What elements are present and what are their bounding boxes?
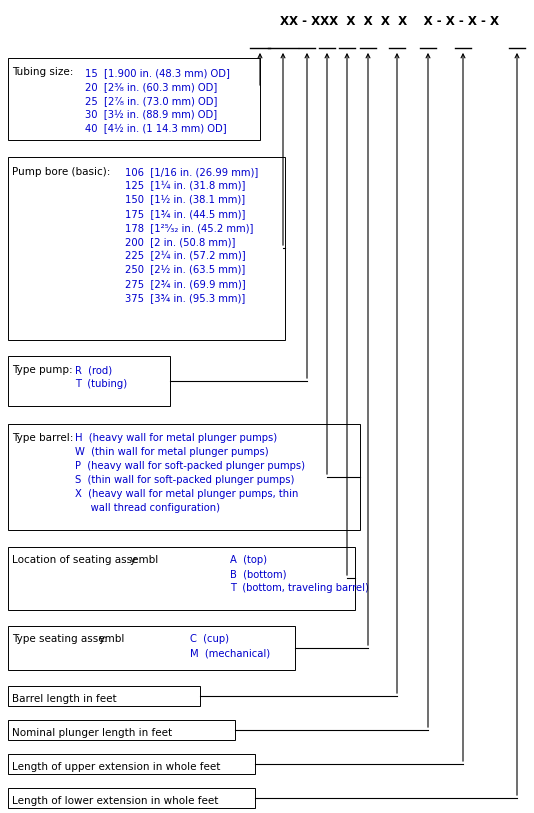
Text: X  (heavy wall for metal plunger pumps, thin: X (heavy wall for metal plunger pumps, t… (75, 489, 299, 499)
Text: Tubing size:: Tubing size: (12, 67, 73, 77)
Text: 15  [1.900 in. (48.3 mm) OD]: 15 [1.900 in. (48.3 mm) OD] (85, 68, 230, 78)
Text: C  (cup): C (cup) (190, 634, 229, 644)
Text: Type seating assembl: Type seating assembl (12, 634, 124, 644)
Text: 200  [2 in. (50.8 mm)]: 200 [2 in. (50.8 mm)] (125, 237, 235, 247)
Text: T  (tubing): T (tubing) (75, 379, 127, 389)
Bar (8, 686, 200, 706)
Text: y:: y: (129, 555, 138, 565)
Text: Barrel length in feet: Barrel length in feet (12, 694, 116, 704)
Text: 40  [4½ in. (1 14.3 mm) OD]: 40 [4½ in. (1 14.3 mm) OD] (85, 124, 226, 134)
Text: 25  [2⁷⁄₈ in. (73.0 mm) OD]: 25 [2⁷⁄₈ in. (73.0 mm) OD] (85, 96, 217, 106)
Text: A  (top): A (top) (230, 555, 267, 565)
Bar (8, 58, 260, 140)
Text: Length of lower extension in whole feet: Length of lower extension in whole feet (12, 796, 218, 806)
Text: M  (mechanical): M (mechanical) (190, 648, 270, 658)
Text: XX - XXX  X  X  X  X    X - X - X - X: XX - XXX X X X X X - X - X - X (280, 15, 499, 28)
Bar (8, 547, 355, 610)
Text: Location of seating assembl: Location of seating assembl (12, 555, 158, 565)
Text: 178  [1²⁵⁄₃₂ in. (45.2 mm)]: 178 [1²⁵⁄₃₂ in. (45.2 mm)] (125, 223, 253, 233)
Text: y:: y: (99, 634, 108, 644)
Text: W  (thin wall for metal plunger pumps): W (thin wall for metal plunger pumps) (75, 447, 269, 457)
Text: Length of upper extension in whole feet: Length of upper extension in whole feet (12, 762, 221, 772)
Bar (8, 424, 360, 530)
Text: 250  [2½ in. (63.5 mm)]: 250 [2½ in. (63.5 mm)] (125, 265, 245, 275)
Bar (8, 754, 255, 774)
Text: P  (heavy wall for soft-packed plunger pumps): P (heavy wall for soft-packed plunger pu… (75, 461, 305, 471)
Bar (8, 157, 285, 340)
Text: 375  [3¾ in. (95.3 mm)]: 375 [3¾ in. (95.3 mm)] (125, 293, 245, 303)
Text: Type pump:: Type pump: (12, 365, 73, 375)
Text: 30  [3½ in. (88.9 mm) OD]: 30 [3½ in. (88.9 mm) OD] (85, 110, 217, 120)
Text: Type barrel:: Type barrel: (12, 433, 73, 443)
Text: H  (heavy wall for metal plunger pumps): H (heavy wall for metal plunger pumps) (75, 433, 277, 443)
Text: 275  [2¾ in. (69.9 mm)]: 275 [2¾ in. (69.9 mm)] (125, 279, 246, 289)
Bar (8, 788, 255, 808)
Text: 20  [2³⁄₈ in. (60.3 mm) OD]: 20 [2³⁄₈ in. (60.3 mm) OD] (85, 82, 217, 92)
Text: Nominal plunger length in feet: Nominal plunger length in feet (12, 728, 172, 738)
Text: 225  [2¼ in. (57.2 mm)]: 225 [2¼ in. (57.2 mm)] (125, 251, 246, 261)
Text: 175  [1¾ in. (44.5 mm)]: 175 [1¾ in. (44.5 mm)] (125, 209, 246, 219)
Text: 150  [1½ in. (38.1 mm)]: 150 [1½ in. (38.1 mm)] (125, 195, 245, 205)
Text: 106  [1/16 in. (26.99 mm)]: 106 [1/16 in. (26.99 mm)] (125, 167, 258, 177)
Text: Pump bore (basic):: Pump bore (basic): (12, 167, 111, 177)
Text: R  (rod): R (rod) (75, 365, 112, 375)
Text: wall thread configuration): wall thread configuration) (75, 503, 220, 513)
Bar (8, 626, 295, 670)
Text: B  (bottom): B (bottom) (230, 569, 287, 579)
Text: 125  [1¼ in. (31.8 mm)]: 125 [1¼ in. (31.8 mm)] (125, 181, 246, 191)
Bar (8, 356, 170, 406)
Bar (8, 720, 235, 740)
Text: S  (thin wall for soft-packed plunger pumps): S (thin wall for soft-packed plunger pum… (75, 475, 294, 485)
Text: T  (bottom, traveling barrel): T (bottom, traveling barrel) (230, 583, 369, 593)
